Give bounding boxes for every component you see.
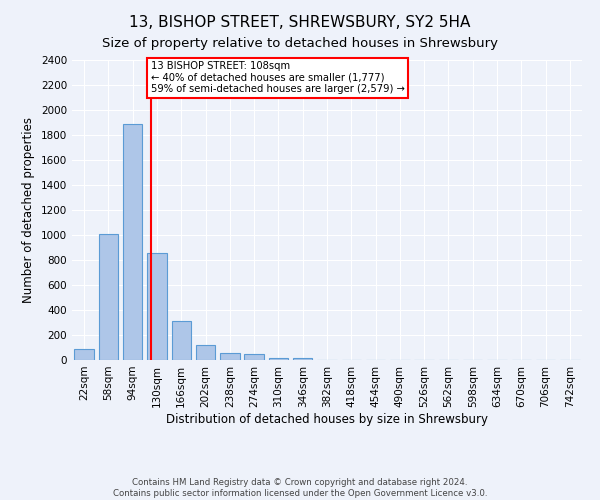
Bar	[244, 354, 264, 360]
Bar	[172, 322, 191, 360]
Text: Size of property relative to detached houses in Shrewsbury: Size of property relative to detached ho…	[102, 38, 498, 51]
Bar	[74, 349, 94, 360]
Text: 13, BISHOP STREET, SHREWSBURY, SY2 5HA: 13, BISHOP STREET, SHREWSBURY, SY2 5HA	[130, 15, 470, 30]
Bar	[220, 353, 239, 360]
Text: 13 BISHOP STREET: 108sqm
← 40% of detached houses are smaller (1,777)
59% of sem: 13 BISHOP STREET: 108sqm ← 40% of detach…	[151, 61, 405, 94]
Bar	[269, 358, 288, 360]
X-axis label: Distribution of detached houses by size in Shrewsbury: Distribution of detached houses by size …	[166, 412, 488, 426]
Bar	[196, 345, 215, 360]
Text: Contains HM Land Registry data © Crown copyright and database right 2024.
Contai: Contains HM Land Registry data © Crown c…	[113, 478, 487, 498]
Bar	[123, 124, 142, 360]
Bar	[147, 252, 167, 360]
Bar	[293, 358, 313, 360]
Y-axis label: Number of detached properties: Number of detached properties	[22, 117, 35, 303]
Bar	[99, 234, 118, 360]
